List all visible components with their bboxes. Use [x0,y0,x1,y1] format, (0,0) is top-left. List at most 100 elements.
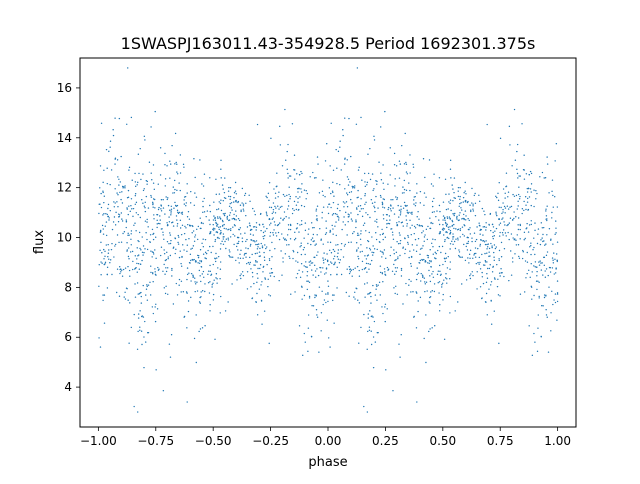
scatter-point [98,285,100,287]
scatter-point [235,193,238,195]
scatter-point [393,273,396,275]
scatter-point [302,249,305,251]
scatter-point [228,195,230,198]
scatter-point [253,264,255,266]
scatter-point [286,244,288,246]
scatter-point [247,247,249,250]
scatter-point [466,242,468,245]
scatter-point [556,293,559,295]
scatter-point [382,206,384,208]
scatter-point [269,249,271,252]
scatter-point [387,222,389,225]
scatter-point [167,256,169,258]
scatter-point [451,220,454,223]
scatter-point [212,223,214,226]
scatter-point [217,208,220,210]
scatter-point [357,299,359,301]
scatter-point [479,239,482,241]
scatter-point [141,236,143,238]
scatter-point [459,187,461,189]
scatter-point [408,278,410,281]
scatter-point [256,281,258,284]
scatter-point [472,210,475,212]
scatter-point [134,267,137,270]
scatter-point [112,129,114,131]
scatter-point [241,202,243,204]
scatter-point [238,228,240,231]
scatter-point [146,180,149,183]
scatter-point [298,173,301,176]
scatter-point [357,205,360,207]
scatter-point [444,240,446,243]
scatter-point [451,240,453,243]
scatter-point [133,224,135,227]
scatter-point [372,251,375,254]
scatter-point [384,320,386,323]
scatter-point [465,193,467,195]
scatter-point [326,319,328,321]
scatter-point [465,245,467,248]
scatter-point [151,306,154,308]
scatter-point [239,253,241,256]
scatter-point [123,231,126,233]
scatter-point [186,192,188,194]
scatter-point [530,253,532,256]
scatter-point [416,192,418,194]
scatter-point [439,231,442,233]
scatter-point [383,188,385,191]
scatter-point [198,269,201,272]
scatter-point [431,242,433,245]
scatter-point [196,228,198,231]
scatter-point [212,219,215,221]
scatter-point [361,260,364,263]
scatter-point [369,147,371,150]
scatter-point [417,238,420,240]
scatter-point [199,328,202,330]
scatter-point [324,258,327,261]
scatter-point [145,294,147,296]
scatter-point [339,146,341,148]
scatter-point [493,251,495,254]
scatter-point [541,237,543,239]
scatter-point [303,265,305,267]
scatter-point [263,251,265,254]
scatter-point [546,316,548,318]
scatter-point [164,273,166,275]
scatter-point [159,219,161,221]
scatter-point [173,207,175,209]
scatter-point [503,275,505,278]
scatter-point [231,256,234,258]
scatter-point [244,192,247,195]
scatter-point [235,201,237,203]
scatter-point [371,173,374,175]
scatter-point [497,199,500,202]
scatter-point [552,194,554,197]
x-tick-label: −0.25 [252,434,289,448]
scatter-point [493,256,495,258]
scatter-point [299,246,301,248]
scatter-point [140,291,142,294]
scatter-point [366,184,368,186]
scatter-point [289,257,291,259]
y-axis-label: flux [32,230,47,254]
scatter-point [273,221,276,223]
scatter-point [360,244,362,246]
scatter-point [235,219,237,221]
scatter-point [469,277,472,280]
scatter-point [484,213,486,216]
scatter-point [493,259,495,262]
scatter-point [417,272,420,274]
scatter-point [322,257,324,259]
scatter-point [506,205,509,207]
scatter-point [542,274,544,276]
scatter-point [151,272,154,274]
scatter-point [126,123,128,125]
scatter-point [310,222,313,224]
scatter-point [526,222,528,225]
scatter-point [255,240,258,242]
scatter-point [544,244,546,246]
scatter-point [108,258,110,260]
scatter-point [473,252,476,255]
scatter-point [387,206,390,209]
scatter-point [131,208,133,210]
